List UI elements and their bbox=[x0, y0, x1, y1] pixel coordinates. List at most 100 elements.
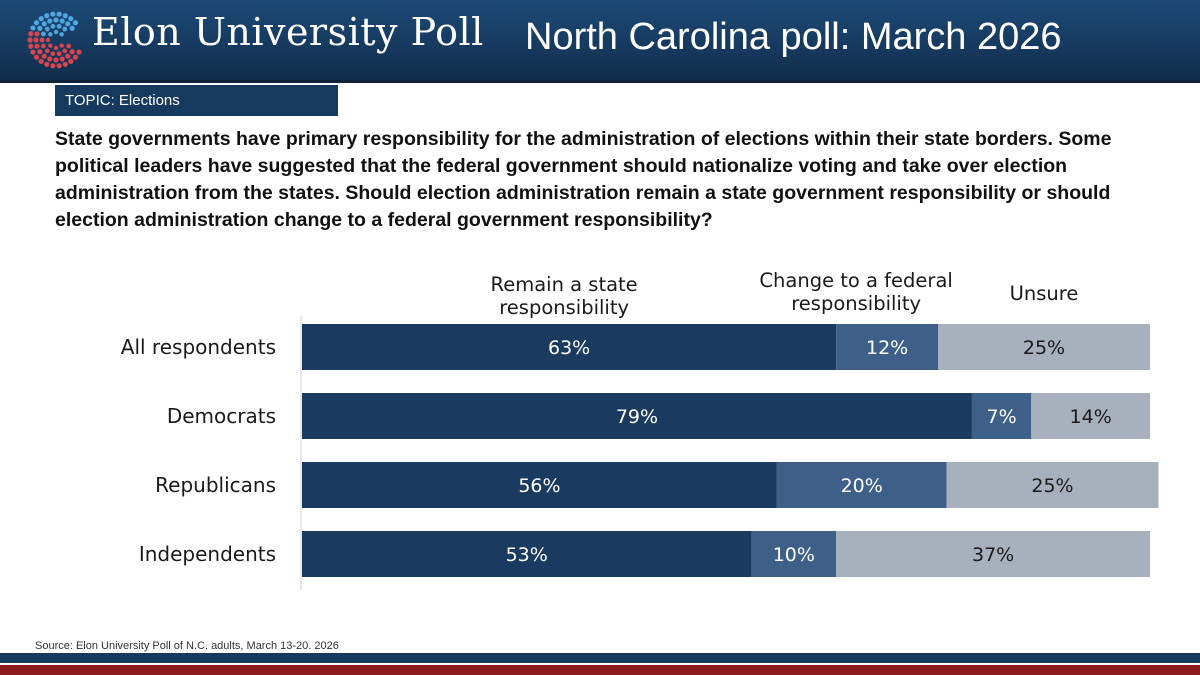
logo-dot bbox=[72, 20, 79, 26]
bar-segment bbox=[1031, 393, 1150, 439]
logo-dot bbox=[62, 26, 68, 32]
logo-dot bbox=[44, 61, 50, 67]
logo-dot bbox=[50, 51, 56, 57]
data-label: 25% bbox=[1031, 475, 1073, 497]
header-banner: Elon University Poll North Carolina poll… bbox=[0, 0, 1200, 80]
logo-dot bbox=[30, 25, 36, 31]
category-label: All respondents bbox=[121, 335, 276, 359]
logo-dot bbox=[28, 31, 34, 37]
legend-label: responsibility bbox=[791, 292, 921, 315]
logo-dot bbox=[44, 48, 50, 54]
logo-dot bbox=[53, 17, 59, 23]
logo-dot bbox=[38, 58, 44, 64]
logo-dot bbox=[40, 31, 46, 37]
logo-dot bbox=[76, 49, 82, 55]
logo-dot bbox=[56, 63, 62, 69]
logo-dot bbox=[47, 56, 53, 62]
bar-segment bbox=[302, 324, 837, 370]
logo-dot bbox=[48, 32, 53, 37]
logo-dot bbox=[48, 43, 53, 48]
data-label: 25% bbox=[1023, 337, 1065, 359]
legend-label: responsibility bbox=[499, 296, 629, 319]
logo-dot bbox=[59, 18, 65, 24]
logo-dot bbox=[68, 58, 74, 64]
data-label: 56% bbox=[518, 475, 560, 497]
logo-dot bbox=[41, 21, 47, 27]
bar-segment bbox=[971, 393, 1032, 439]
data-label: 37% bbox=[972, 544, 1014, 566]
elon-poll-logo-icon bbox=[27, 11, 82, 69]
bar-segment bbox=[938, 324, 1150, 370]
logo-dot bbox=[68, 16, 74, 22]
bar-segment bbox=[836, 531, 1150, 577]
legend-label: Unsure bbox=[1010, 282, 1079, 305]
logo-dot bbox=[59, 56, 65, 62]
logo-dot bbox=[45, 37, 51, 43]
logo-dot bbox=[44, 26, 50, 32]
data-label: 14% bbox=[1070, 406, 1112, 428]
logo-dot bbox=[62, 13, 68, 19]
logo-dot bbox=[53, 45, 59, 51]
category-label: Republicans bbox=[155, 473, 276, 497]
category-label: Democrats bbox=[167, 404, 276, 428]
bar-segment bbox=[302, 531, 752, 577]
stacked-bar-chart: All respondents 63% 12% 25% Democrats 79% 7% 14… bbox=[121, 269, 1159, 590]
logo-dot bbox=[59, 32, 64, 37]
header-divider bbox=[0, 80, 1200, 83]
logo-dot bbox=[56, 11, 62, 17]
bar-segment bbox=[302, 462, 777, 508]
logo-dot bbox=[62, 48, 68, 54]
data-label: 7% bbox=[987, 406, 1017, 428]
logo-dot bbox=[69, 49, 75, 55]
data-label: 10% bbox=[773, 544, 815, 566]
logo-dot bbox=[50, 63, 56, 69]
logo-dot bbox=[44, 13, 50, 19]
legend-label: Change to a federal bbox=[759, 269, 952, 292]
bar-segment bbox=[946, 462, 1159, 508]
footer-gap bbox=[0, 663, 1200, 665]
logo-dot bbox=[37, 25, 43, 31]
logo-dot bbox=[72, 54, 79, 60]
logo-dot bbox=[38, 16, 44, 22]
logo-dot bbox=[34, 31, 40, 37]
legend-label: Remain a state bbox=[491, 273, 638, 296]
org-name: Elon University Poll bbox=[92, 10, 484, 54]
page-title: North Carolina poll: March 2026 bbox=[525, 16, 1062, 58]
logo-dot bbox=[33, 54, 40, 60]
logo-dot bbox=[69, 25, 75, 31]
logo-dot bbox=[47, 18, 53, 24]
data-label: 20% bbox=[841, 475, 883, 497]
data-label: 12% bbox=[866, 337, 908, 359]
logo-dot bbox=[41, 53, 47, 59]
logo-dot bbox=[30, 49, 36, 55]
logo-dot bbox=[34, 43, 40, 49]
logo-dot bbox=[27, 37, 33, 43]
logo-dot bbox=[33, 37, 39, 43]
logo-dot bbox=[53, 29, 59, 35]
logo-dot bbox=[37, 49, 43, 55]
logo-dot bbox=[66, 43, 72, 49]
logo-dot bbox=[65, 21, 71, 27]
logo-dot bbox=[28, 43, 34, 49]
bar-segment bbox=[751, 531, 837, 577]
topic-badge: TOPIC: Elections bbox=[55, 85, 338, 116]
logo-dot bbox=[53, 57, 59, 63]
footer-red-stripe bbox=[0, 665, 1200, 675]
logo-dot bbox=[39, 37, 45, 43]
data-label: 79% bbox=[616, 406, 658, 428]
logo-dot bbox=[50, 23, 56, 29]
category-label: Independents bbox=[139, 542, 276, 566]
data-label: 63% bbox=[548, 337, 590, 359]
question-text: State governments have primary responsib… bbox=[55, 128, 1112, 231]
logo-dot bbox=[59, 43, 64, 48]
logo-dot bbox=[50, 11, 56, 17]
data-label: 53% bbox=[506, 544, 548, 566]
logo-dot bbox=[65, 53, 71, 59]
logo-dot bbox=[40, 43, 46, 49]
bar-segment bbox=[836, 324, 938, 370]
bar-segment bbox=[302, 393, 972, 439]
logo-dot bbox=[56, 23, 62, 29]
logo-dot bbox=[33, 20, 40, 26]
bar-segment bbox=[776, 462, 947, 508]
logo-dot bbox=[62, 61, 68, 67]
